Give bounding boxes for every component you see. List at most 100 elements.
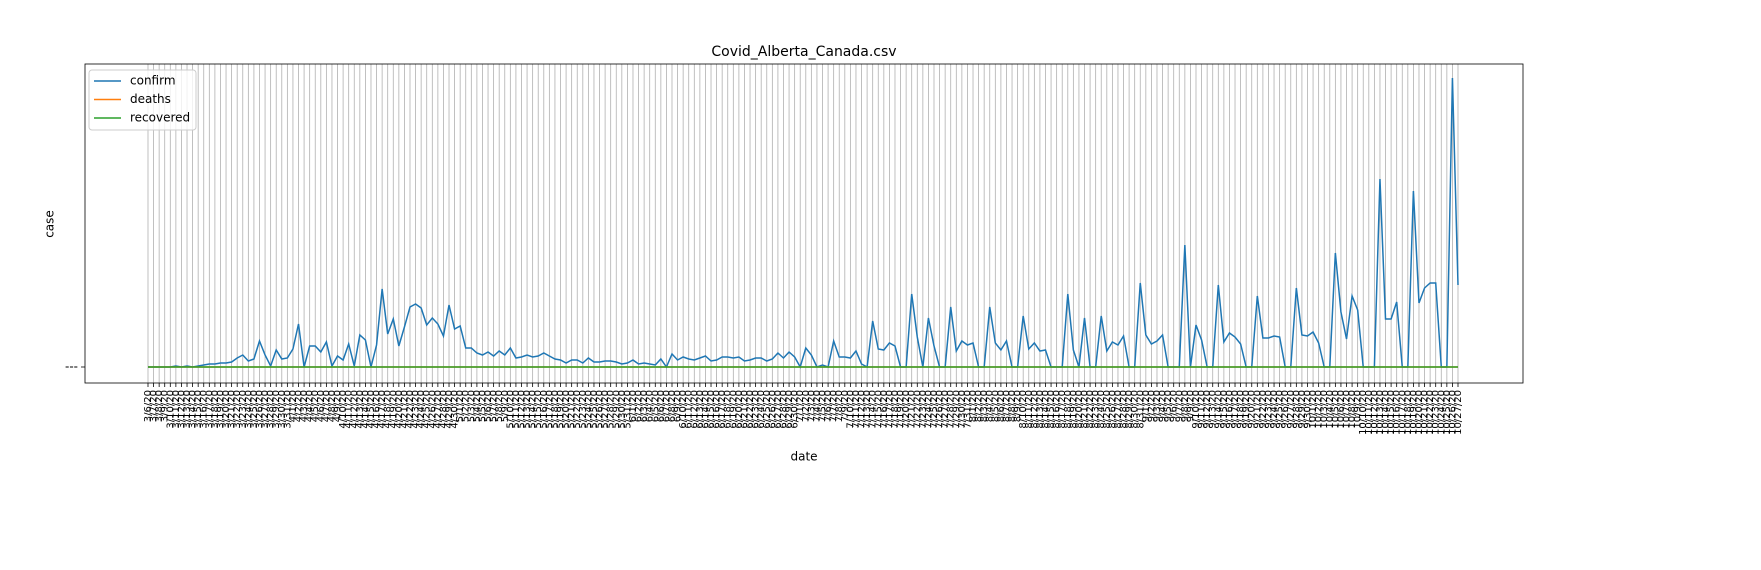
x-tick-label: 8/5/20 (990, 390, 1001, 422)
x-tick-label: 4/22/20 (405, 390, 416, 429)
x-tick-label: 9/24/20 (1269, 390, 1280, 429)
x-tick-label: 5/27/20 (600, 390, 611, 429)
x-tick-label: 9/27/20 (1286, 390, 1297, 429)
x-tick-label: 9/13/20 (1208, 390, 1219, 429)
x-tick-label: 9/11/20 (1197, 390, 1208, 429)
x-tick-label: 8/11/20 (1024, 390, 1035, 429)
x-tick-label: 7/30/20 (957, 390, 968, 429)
x-tick-label: 6/20/20 (734, 390, 745, 429)
x-tick-label: 8/20/20 (1074, 390, 1085, 429)
x-tick-label: 5/30/20 (617, 390, 628, 429)
x-tick-label: 3/21/20 (227, 390, 238, 429)
x-tick-label: 8/28/20 (1119, 390, 1130, 429)
legend-label: deaths (130, 92, 171, 106)
x-tick-label: 3/12/20 (176, 390, 187, 429)
x-tick-label: 5/2/20 (461, 390, 472, 422)
x-tick-label: 8/4/20 (985, 390, 996, 422)
x-tick-label: 5/12/20 (516, 390, 527, 429)
x-tick-label: 7/23/20 (918, 390, 929, 429)
x-tick-label: 3/16/20 (199, 390, 210, 429)
x-tick-label: 9/9/20 (1185, 390, 1196, 422)
x-tick-label: 10/9/20 (1353, 390, 1364, 429)
x-tick-label: 10/11/20 (1364, 390, 1375, 435)
x-tick-label: 3/9/20 (160, 390, 171, 422)
x-tick-label: 9/17/20 (1230, 390, 1241, 429)
x-tick-label: 4/26/20 (427, 390, 438, 429)
x-tick-label: 7/15/20 (873, 390, 884, 429)
x-tick-label: 10/4/20 (1325, 390, 1336, 429)
x-tick-label: 5/22/20 (572, 390, 583, 429)
x-tick-label: 3/27/20 (260, 390, 271, 429)
x-tick-label: 7/3/20 (806, 390, 817, 422)
x-tick-label: 10/16/20 (1392, 390, 1403, 435)
x-tick-label: 9/29/20 (1297, 390, 1308, 429)
y-tick-label: --- (65, 360, 78, 374)
x-tick-label: 7/1/20 (795, 390, 806, 422)
x-tick-label: 7/10/20 (845, 390, 856, 429)
x-tick-label: 4/14/20 (360, 390, 371, 429)
x-tick-label: 4/11/20 (344, 390, 355, 429)
x-tick-label: 5/23/20 (578, 390, 589, 429)
x-tick-label: 4/9/20 (333, 390, 344, 422)
x-tick-label: 5/24/20 (583, 390, 594, 429)
x-tick-label: 6/4/20 (645, 390, 656, 422)
x-tick-label: 9/23/20 (1263, 390, 1274, 429)
x-tick-label: 8/25/20 (1102, 390, 1113, 429)
x-tick-label: 3/23/20 (238, 390, 249, 429)
x-tick-label: 4/17/20 (377, 390, 388, 429)
legend-box (88, 69, 197, 131)
x-tick-label: 10/23/20 (1431, 390, 1442, 435)
x-tick-label: 6/6/20 (656, 390, 667, 422)
x-tick-label: 7/16/20 (879, 390, 890, 429)
x-tick-label: 10/27/20 (1453, 390, 1464, 435)
x-tick-label: 4/23/20 (411, 390, 422, 429)
x-tick-label: 7/18/20 (890, 390, 901, 429)
x-tick-label: 4/28/20 (438, 390, 449, 429)
x-tick-label: 7/26/20 (935, 390, 946, 429)
x-tick-label: 5/29/20 (611, 390, 622, 429)
x-tick-label: 4/1/20 (288, 390, 299, 422)
x-tick-label: 4/30/20 (450, 390, 461, 429)
x-tick-label: 6/5/20 (650, 390, 661, 422)
x-tick-label: 4/6/20 (316, 390, 327, 422)
x-tick-label: 9/3/20 (1152, 390, 1163, 422)
x-tick-label: 9/16/20 (1224, 390, 1235, 429)
x-tick-label: 3/19/20 (215, 390, 226, 429)
x-tick-label: 3/30/20 (277, 390, 288, 429)
x-tick-label: 3/13/20 (182, 390, 193, 429)
x-tick-label: 4/13/20 (355, 390, 366, 429)
x-tick-label: 10/22/20 (1425, 390, 1436, 435)
y-axis-label: case (43, 210, 57, 238)
x-tick-label: 4/10/20 (338, 390, 349, 429)
x-tick-label: 6/2/20 (634, 390, 645, 422)
x-tick-label: 4/21/20 (399, 390, 410, 429)
x-tick-label: 10/18/20 (1403, 390, 1414, 435)
x-tick-label: 9/8/20 (1180, 390, 1191, 422)
x-tick-label: 10/13/20 (1375, 390, 1386, 435)
x-tick-label: 8/23/20 (1091, 390, 1102, 429)
x-tick-label: 6/19/20 (728, 390, 739, 429)
x-tick-label: 8/30/20 (1130, 390, 1141, 429)
x-tick-label: 5/4/20 (472, 390, 483, 422)
x-tick-label: 8/8/20 (1007, 390, 1018, 422)
x-tick-label: 6/9/20 (673, 390, 684, 422)
x-tick-label: 5/8/20 (494, 390, 505, 422)
x-tick-label: 3/28/20 (266, 390, 277, 429)
x-tick-label: 6/22/20 (745, 390, 756, 429)
x-tick-label: 7/8/20 (834, 390, 845, 422)
x-tick-label: 7/5/20 (818, 390, 829, 422)
x-tick-label: 4/7/20 (321, 390, 332, 422)
x-tick-label: 9/7/20 (1174, 390, 1185, 422)
x-tick-label: 9/12/20 (1202, 390, 1213, 429)
x-tick-label: 6/1/20 (628, 390, 639, 422)
x-tick-label: 5/16/20 (539, 390, 550, 429)
x-tick-label: 8/1/20 (968, 390, 979, 422)
x-tick-label: 10/17/20 (1397, 390, 1408, 435)
x-tick-label: 6/13/20 (695, 390, 706, 429)
x-tick-label: 4/8/20 (327, 390, 338, 422)
x-tick-label: 3/15/20 (193, 390, 204, 429)
x-tick-label: 4/20/20 (394, 390, 405, 429)
x-tick-label: 6/18/20 (723, 390, 734, 429)
x-tick-label: 7/19/20 (896, 390, 907, 429)
